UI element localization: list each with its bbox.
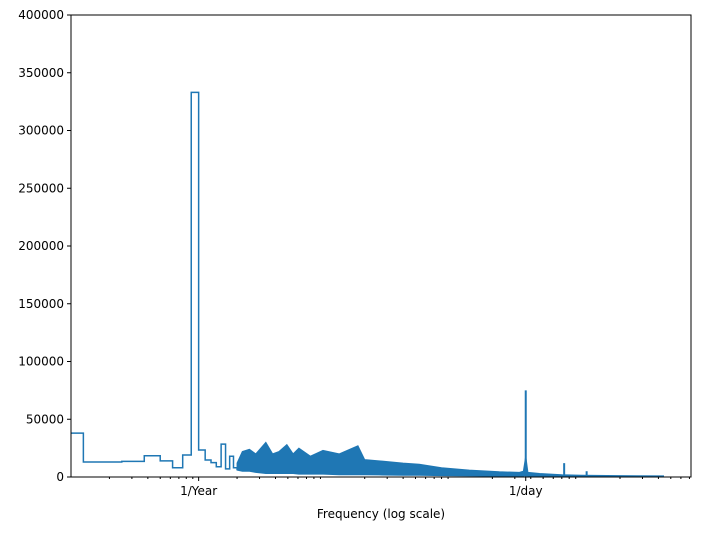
- y-tick-label: 50000: [26, 412, 64, 426]
- y-tick-label: 0: [56, 470, 64, 484]
- x-tick-label: 1/Year: [180, 484, 217, 498]
- y-tick-label: 200000: [18, 239, 64, 253]
- y-tick-label: 250000: [18, 181, 64, 195]
- series-group: [71, 91, 664, 477]
- y-tick-label: 100000: [18, 355, 64, 369]
- y-tick-label: 400000: [18, 8, 64, 22]
- y-tick-label: 350000: [18, 66, 64, 80]
- plot-area: [71, 91, 664, 477]
- x-axis: 1/Year 1/day: [108, 477, 690, 498]
- series-band-high-frequency: [236, 441, 664, 477]
- y-axis: 0 50000 100000 150000 200000 250000 300000 3500…: [18, 8, 71, 484]
- series-line-low-frequency: [71, 91, 238, 471]
- x-axis-label: Frequency (log scale): [317, 507, 445, 521]
- x-tick-label: 1/day: [509, 484, 543, 498]
- axes-frame: [70, 14, 692, 478]
- y-tick-label: 300000: [18, 124, 64, 138]
- y-tick-label: 150000: [18, 297, 64, 311]
